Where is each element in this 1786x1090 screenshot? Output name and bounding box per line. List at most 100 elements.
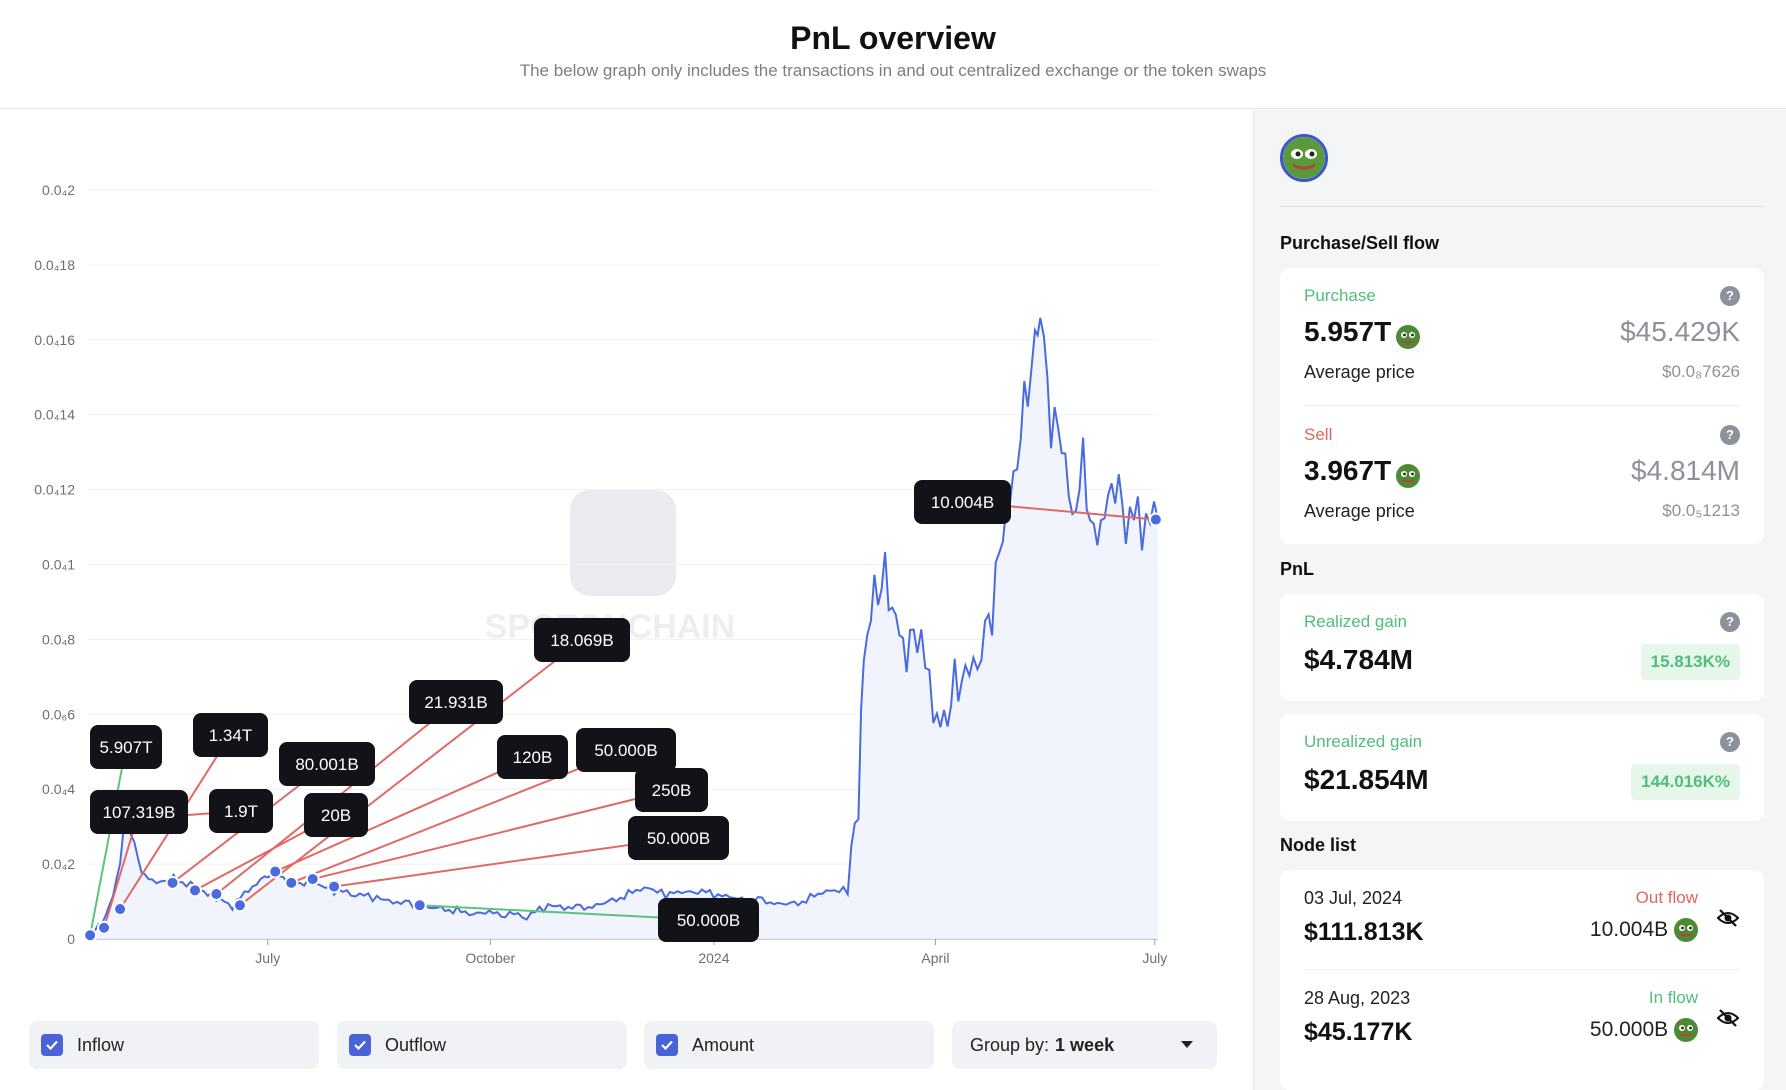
callout-label: 1.9T [224, 802, 258, 821]
amount-toggle[interactable]: Amount [644, 1021, 934, 1069]
callout-label: 1.34T [209, 726, 252, 745]
details-sidebar: Purchase/Sell flow Purchase ? 5.957T $45… [1253, 110, 1786, 1090]
node-marker [232, 898, 247, 913]
purchase-usd: $45.429K [1620, 316, 1740, 347]
inflow-label: Inflow [77, 1034, 125, 1055]
chevron-down-icon [1181, 1041, 1193, 1048]
x-tick-label: July [1142, 950, 1167, 966]
node-marker [97, 920, 112, 935]
callout-box [304, 793, 368, 837]
help-icon[interactable]: ? [1720, 286, 1740, 306]
pnl-title: PnL [1280, 559, 1314, 579]
pepe-token-icon [1674, 1018, 1698, 1043]
token-avatar [1280, 134, 1328, 182]
callout-box [193, 713, 268, 757]
callout-box [90, 725, 162, 769]
node-list-card: 03 Jul, 2024 $111.813K Out flow 10.004B … [1280, 870, 1764, 1090]
callout-box [628, 816, 729, 860]
pnl-chart[interactable]: SPOTONCHAIN00.0₄20.0₄40.0₆60.0₄80.0₄10.0… [0, 110, 1253, 990]
callout-label: 50.000B [647, 829, 710, 848]
callout-label: 20B [321, 806, 351, 825]
help-icon[interactable]: ? [1720, 612, 1740, 632]
node-amount-row: 10.004B [1590, 918, 1698, 943]
checkbox-checked-icon[interactable] [656, 1034, 678, 1056]
pepe-token-icon [1395, 463, 1420, 488]
callout-box [279, 742, 375, 786]
page-header: PnL overview The below graph only includ… [0, 0, 1786, 109]
realized-gain-card: Realized gain ? $4.784M 15.813K% [1280, 594, 1764, 701]
eye-off-icon[interactable] [1716, 908, 1740, 928]
inflow-toggle[interactable]: Inflow [29, 1021, 319, 1069]
purchase-sell-card: Purchase ? 5.957T $45.429K Average price… [1280, 268, 1764, 544]
x-tick-label: April [921, 950, 949, 966]
callout-box [534, 618, 630, 662]
node-marker [412, 898, 427, 913]
callout-box [497, 735, 568, 779]
realized-gain-value: $4.784M [1304, 644, 1413, 675]
unrealized-gain-label: Unrealized gain [1304, 732, 1423, 751]
x-tick-label: July [255, 950, 280, 966]
purchase-label: Purchase [1304, 286, 1376, 305]
y-tick-label: 0.0₄4 [42, 781, 75, 797]
node-marker [327, 879, 342, 894]
checkbox-checked-icon[interactable] [41, 1034, 63, 1056]
y-tick-label: 0.0₄8 [42, 631, 75, 647]
y-tick-label: 0.0₄14 [34, 407, 75, 423]
node-flow: Out flow [1635, 888, 1698, 907]
node-item[interactable]: 03 Jul, 2024 $111.813K Out flow 10.004B [1280, 870, 1764, 970]
y-tick-label: 0.0₄1 [42, 557, 75, 573]
callout-box [90, 790, 188, 834]
sell-avg-value: $0.0₅1213 [1662, 501, 1740, 520]
callout-line [274, 756, 533, 873]
outflow-toggle[interactable]: Outflow [337, 1021, 627, 1069]
node-marker [1148, 512, 1163, 527]
node-marker [284, 875, 299, 890]
purchase-sell-title: Purchase/Sell flow [1280, 233, 1440, 253]
price-area [88, 318, 1158, 939]
purchase-avg-value: $0.0₈7626 [1662, 362, 1740, 381]
callout-box [635, 768, 708, 812]
node-list-title: Node list [1280, 835, 1357, 855]
pepe-token-icon [1674, 918, 1698, 943]
group-by-prefix: Group by: [970, 1034, 1050, 1055]
group-by-select[interactable]: Group by: 1 week [952, 1021, 1217, 1069]
sell-avg-label: Average price [1304, 501, 1415, 521]
page-subtitle: The below graph only includes the transa… [519, 61, 1267, 80]
callout-label: 10.004B [931, 493, 994, 512]
help-icon[interactable]: ? [1720, 425, 1740, 445]
eye-off-icon[interactable] [1716, 1008, 1740, 1028]
divider [1304, 405, 1740, 406]
node-item[interactable]: 28 Aug, 2023 $45.177K In flow 50.000B [1280, 970, 1764, 1070]
group-by-value: 1 week [1055, 1034, 1115, 1055]
outflow-label: Outflow [385, 1034, 447, 1055]
callout-label: 5.907T [100, 738, 153, 757]
callout-label: 50.000B [594, 741, 657, 760]
price-line [87, 317, 1159, 937]
pnl-chart-area: SPOTONCHAIN00.0₄20.0₄40.0₆60.0₄80.0₄10.0… [0, 110, 1253, 1090]
sell-usd: $4.814M [1631, 455, 1740, 486]
divider [1280, 206, 1764, 207]
page-title: PnL overview [790, 20, 996, 56]
callout-line [333, 837, 679, 888]
node-marker [83, 928, 98, 943]
callout-box [658, 898, 759, 942]
callout-box [409, 680, 503, 724]
amount-label: Amount [692, 1034, 755, 1055]
node-amount-row: 50.000B [1590, 1018, 1698, 1043]
sell-label: Sell [1304, 425, 1333, 444]
node-usd: $111.813K [1304, 918, 1424, 946]
node-date: 03 Jul, 2024 [1304, 888, 1403, 908]
node-marker [305, 872, 320, 887]
checkbox-checked-icon[interactable] [349, 1034, 371, 1056]
purchase-avg-label: Average price [1304, 362, 1415, 382]
y-tick-label: 0.0₄12 [34, 482, 75, 498]
help-icon[interactable]: ? [1720, 732, 1740, 752]
node-marker [188, 883, 202, 898]
node-date: 28 Aug, 2023 [1304, 988, 1411, 1008]
y-tick-label: 0.0₄2 [42, 182, 75, 198]
unrealized-gain-card: Unrealized gain ? $21.854M 144.016K% [1280, 714, 1764, 821]
callout-line [290, 749, 627, 884]
callout-box [209, 789, 273, 833]
realized-gain-pct-badge: 15.813K% [1640, 644, 1740, 680]
callout-label: 250B [652, 781, 692, 800]
